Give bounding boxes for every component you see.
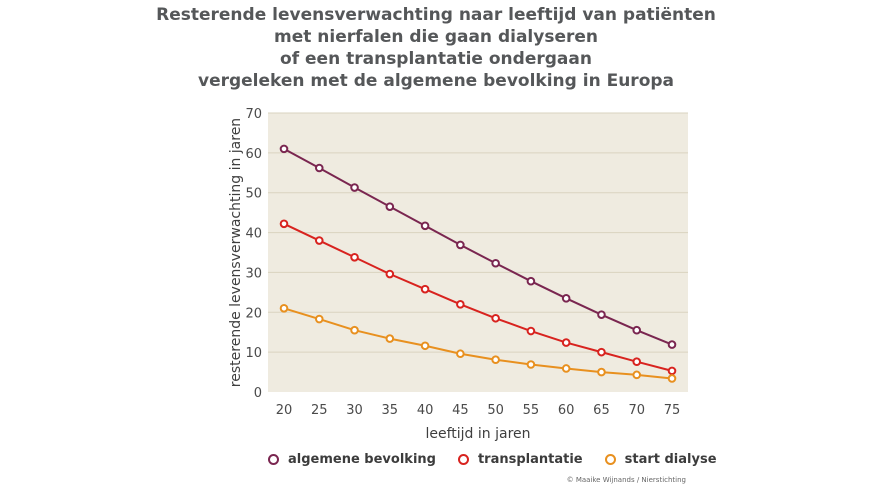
data-point [456, 240, 465, 250]
series-group [279, 144, 677, 383]
legend-label-transplantatie: transplantatie [477, 452, 583, 467]
data-point [632, 325, 642, 335]
x-tick-label: 70 [628, 403, 645, 418]
x-axis-ticks: 20 25 30 35 40 45 50 55 60 65 70 75 [276, 403, 681, 418]
y-tick-label: 60 [245, 147, 262, 162]
legend-item-dialyse: start dialyse [604, 452, 717, 467]
x-tick-label: 25 [311, 403, 328, 418]
y-axis-label: resterende levensverwachting in jaren [228, 118, 244, 387]
data-point [632, 370, 642, 380]
legend-marker-dialyse [604, 454, 616, 465]
data-point [561, 338, 571, 347]
title-line-1: Resterende levensverwachting naar leefti… [156, 5, 716, 25]
data-point [667, 340, 677, 349]
series-line [283, 147, 673, 346]
x-tick-label: 35 [382, 403, 399, 418]
x-tick-label: 50 [487, 403, 504, 418]
data-point [279, 304, 289, 313]
data-point [597, 347, 606, 357]
data-point [456, 300, 465, 309]
credit: © Maaike Wijnands / Nierstichting [566, 476, 686, 484]
data-point [350, 325, 359, 335]
legend-marker-algemene [268, 454, 279, 465]
x-tick-label: 40 [417, 403, 434, 418]
series-line [283, 307, 673, 380]
y-axis-ticks: 0 10 20 30 40 50 60 70 [245, 107, 262, 401]
x-tick-label: 65 [593, 403, 610, 418]
y-tick-label: 20 [245, 306, 262, 321]
data-point [491, 355, 500, 365]
gridlines [268, 112, 688, 353]
data-point [667, 366, 677, 376]
data-point [314, 314, 324, 324]
data-point [491, 258, 500, 268]
legend-label-algemene: algemene bevolking [288, 452, 436, 467]
x-tick-label: 30 [346, 403, 363, 418]
data-point [597, 310, 606, 319]
x-tick-label: 55 [523, 403, 540, 418]
y-tick-label: 50 [245, 187, 262, 202]
data-point [597, 367, 606, 377]
legend: algemene bevolking transplantatie start … [268, 452, 739, 467]
data-point [667, 374, 677, 383]
y-tick-label: 10 [245, 346, 262, 361]
data-point [561, 294, 571, 303]
data-point [526, 326, 536, 336]
data-point [279, 144, 289, 154]
x-tick-label: 75 [664, 403, 681, 418]
data-point [561, 364, 571, 373]
y-tick-label: 40 [245, 227, 262, 242]
data-point [314, 236, 324, 245]
data-point [526, 360, 536, 369]
data-point [456, 349, 465, 359]
data-point [279, 219, 289, 229]
chart-title: Resterende levensverwachting naar leefti… [0, 4, 872, 92]
x-axis-label: leeftijd in jaren [425, 426, 530, 442]
title-line-2: met nierfalen die gaan dialyseren [274, 27, 598, 47]
data-point [420, 341, 430, 351]
legend-label-dialyse: start dialyse [624, 452, 717, 467]
data-point [385, 269, 395, 279]
title-line-3: of een transplantatie ondergaan [280, 49, 592, 69]
data-point [526, 276, 536, 286]
data-point [350, 252, 359, 262]
legend-item-transplantatie: transplantatie [457, 452, 583, 467]
y-tick-label: 70 [245, 107, 262, 122]
y-tick-label: 0 [254, 386, 262, 401]
legend-item-algemene: algemene bevolking [268, 452, 436, 467]
legend-marker-transplantatie [457, 454, 469, 465]
series-line [283, 222, 673, 372]
x-tick-label: 45 [452, 403, 469, 418]
x-tick-label: 20 [276, 403, 293, 418]
y-tick-label: 30 [245, 266, 262, 281]
data-point [385, 334, 395, 343]
title-line-4: vergeleken met de algemene bevolking in … [197, 71, 675, 91]
data-point [385, 202, 395, 211]
plot-area [268, 113, 688, 392]
x-tick-label: 60 [558, 403, 575, 418]
data-point [420, 221, 430, 231]
data-point [491, 313, 500, 323]
data-point [420, 284, 430, 294]
data-point [314, 163, 324, 173]
data-point [350, 183, 359, 192]
data-point [632, 357, 642, 367]
